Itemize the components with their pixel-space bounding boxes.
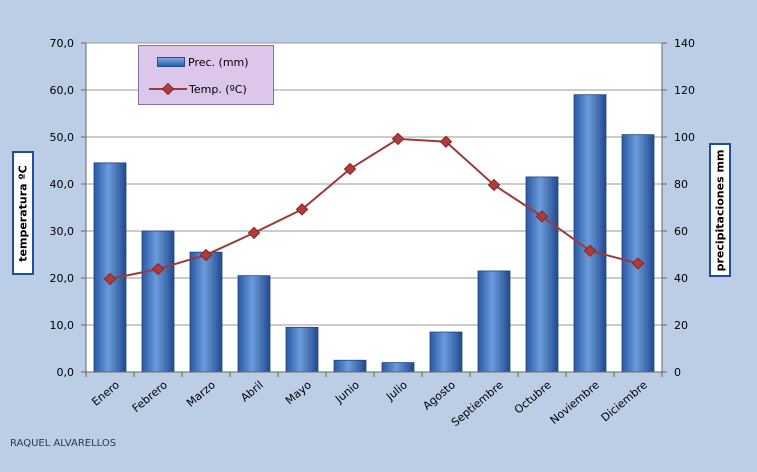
author-caption: RAQUEL ALVARELLOS: [10, 438, 117, 449]
x-tick-label: Octubre: [512, 378, 554, 416]
precipitation-bar: [93, 162, 127, 373]
precipitation-bar: [141, 230, 175, 373]
x-tick-label: Noviembre: [548, 378, 603, 427]
y-axis-right-title-text: precipitaciones mm: [713, 149, 727, 271]
temperature-point: [487, 178, 501, 192]
y-left-tick-label: 50,0: [50, 131, 75, 144]
legend-label-precipitation: Prec. (mm): [188, 55, 249, 69]
precipitation-bar: [381, 362, 415, 373]
x-tick-label: Febrero: [130, 378, 170, 415]
line-layer: [103, 132, 645, 286]
legend-item-temperature: Temp. (ºC): [139, 81, 247, 97]
y-left-tick-label: 30,0: [50, 225, 75, 238]
legend-line-swatch: [149, 83, 187, 95]
legend-bar-swatch: [157, 57, 185, 67]
legend: Prec. (mm) Temp. (ºC): [138, 45, 274, 105]
temperature-point: [343, 162, 357, 176]
y-right-tick-label: 120: [674, 84, 695, 97]
x-tick-label: Junio: [332, 378, 362, 406]
y-right-tick-label: 100: [674, 131, 695, 144]
y-right-tick-label: 140: [674, 37, 695, 50]
y-right-tick-label: 20: [674, 319, 688, 332]
x-tick-label: Abril: [238, 378, 266, 404]
y-right-tick-label: 40: [674, 272, 688, 285]
y-axis-right-title: precipitaciones mm: [709, 143, 731, 277]
x-tick-label: Enero: [89, 378, 122, 409]
temperature-point: [247, 226, 261, 240]
y-axis-left-title-text: temperatura ºC: [16, 164, 30, 262]
temperature-point: [295, 203, 309, 216]
x-tick-label: Agosto: [420, 378, 458, 413]
legend-label-temperature: Temp. (ºC): [189, 82, 247, 96]
temperature-line: [109, 137, 639, 280]
temperature-point: [583, 244, 597, 257]
temperature-point: [439, 135, 453, 148]
y-left-tick-label: 70,0: [50, 37, 75, 50]
y-left-tick-label: 40,0: [50, 178, 75, 191]
y-right-tick-label: 60: [674, 225, 688, 238]
y-axis-left-title: temperatura ºC: [12, 151, 34, 275]
x-tick-label: Julio: [383, 378, 410, 404]
y-left-tick-label: 10,0: [50, 319, 75, 332]
temperature-point: [391, 132, 405, 146]
precipitation-bar: [477, 270, 511, 373]
temperature-point: [535, 210, 549, 223]
y-left-tick-label: 60,0: [50, 84, 75, 97]
precipitation-bar: [189, 251, 223, 373]
axis-layer: [81, 42, 667, 377]
precipitation-bar: [525, 176, 559, 373]
y-right-tick-label: 0: [674, 366, 681, 379]
y-left-tick-label: 20,0: [50, 272, 75, 285]
legend-item-precipitation: Prec. (mm): [139, 54, 249, 70]
precipitation-bar: [333, 359, 367, 373]
temperature-point: [199, 248, 213, 262]
x-tick-label: Mayo: [283, 378, 314, 407]
temperature-point: [151, 262, 165, 276]
precipitation-bar: [237, 275, 271, 373]
y-left-tick-label: 0,0: [57, 366, 75, 379]
precipitation-bar: [621, 134, 655, 373]
temperature-point: [103, 272, 117, 286]
x-tick-label: Diciembre: [599, 378, 651, 424]
precipitation-bar: [285, 326, 319, 373]
precipitation-bar: [573, 94, 607, 373]
x-tick-label: Marzo: [184, 378, 218, 410]
y-right-tick-label: 80: [674, 178, 688, 191]
temperature-point: [631, 257, 645, 270]
precipitation-bar: [429, 331, 463, 373]
x-tick-label: Septiembre: [449, 378, 506, 429]
